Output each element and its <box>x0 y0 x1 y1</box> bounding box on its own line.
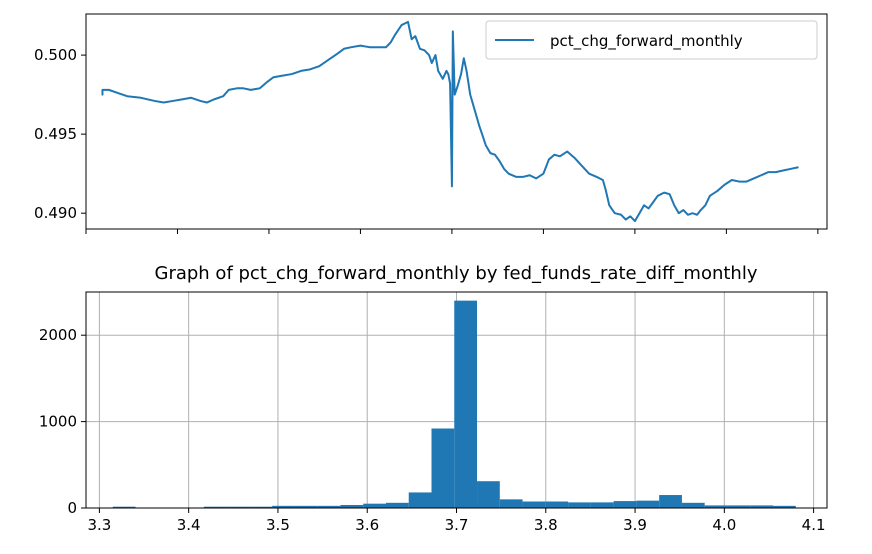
histogram-bar <box>772 505 796 508</box>
histogram-bar <box>704 505 728 508</box>
histogram-bar <box>522 501 546 508</box>
y-tick-label: 0 <box>67 499 77 517</box>
histogram-bar <box>727 505 751 508</box>
y-tick-label: 2000 <box>39 326 77 344</box>
histogram-bar <box>431 428 455 508</box>
x-tick-label: 3.7 <box>445 516 469 534</box>
histogram-bar <box>613 501 637 508</box>
line-chart: 0.490 0.495 0.500 pct_chg_forward_monthly <box>34 13 828 234</box>
histogram-bar <box>499 499 523 508</box>
legend: pct_chg_forward_monthly <box>485 20 818 60</box>
histogram-bar <box>659 495 682 508</box>
histogram-bar <box>568 502 591 508</box>
histogram-bar <box>385 502 409 508</box>
histogram-bars <box>112 300 796 508</box>
histogram-bar <box>750 505 773 508</box>
histogram-frame <box>85 291 828 509</box>
histogram-bar <box>363 503 386 508</box>
histogram-ticks: 3.3 3.4 3.5 3.6 3.7 3.8 3.9 4.0 4.1 0 1000 2000 <box>39 326 826 534</box>
y-tick-label: 0.490 <box>34 204 77 222</box>
histogram-bar <box>272 505 295 508</box>
histogram-bar <box>477 481 500 508</box>
line-chart-frame <box>85 13 828 230</box>
x-tick-label: 3.6 <box>355 516 379 534</box>
legend-box <box>485 20 818 60</box>
series-line-pct-chg-forward-monthly <box>101 20 799 223</box>
x-tick-label: 4.1 <box>802 516 826 534</box>
x-tick-label: 3.8 <box>534 516 558 534</box>
line-chart-gridless-ticks: 0.490 0.495 0.500 <box>34 46 819 234</box>
x-tick-label: 3.9 <box>623 516 647 534</box>
histogram-bar <box>317 505 341 508</box>
x-tick-label: 3.4 <box>177 516 201 534</box>
x-tick-label: 3.5 <box>266 516 290 534</box>
x-tick-label: 4.0 <box>712 516 736 534</box>
chart-title: Graph of pct_chg_forward_monthly by fed_… <box>155 263 758 284</box>
histogram-bar <box>294 505 318 508</box>
histogram-chart: Graph of pct_chg_forward_monthly by fed_… <box>39 263 828 534</box>
y-tick-label: 0.500 <box>34 46 77 64</box>
histogram-bar <box>340 504 364 508</box>
y-tick-label: 0.495 <box>34 125 77 143</box>
histogram-bar <box>203 506 227 508</box>
histogram-bar <box>590 502 614 508</box>
legend-label-pct-chg-forward-monthly: pct_chg_forward_monthly <box>550 32 743 51</box>
histogram-bar <box>226 506 250 508</box>
histogram-bar <box>636 500 660 508</box>
histogram-bar <box>681 502 705 508</box>
histogram-bar <box>454 300 478 508</box>
histogram-bar <box>408 492 432 508</box>
y-tick-label: 1000 <box>39 413 77 431</box>
x-tick-label: 3.3 <box>87 516 111 534</box>
histogram-bar <box>112 506 136 508</box>
histogram-bar <box>249 506 273 508</box>
histogram-bar <box>545 501 569 508</box>
